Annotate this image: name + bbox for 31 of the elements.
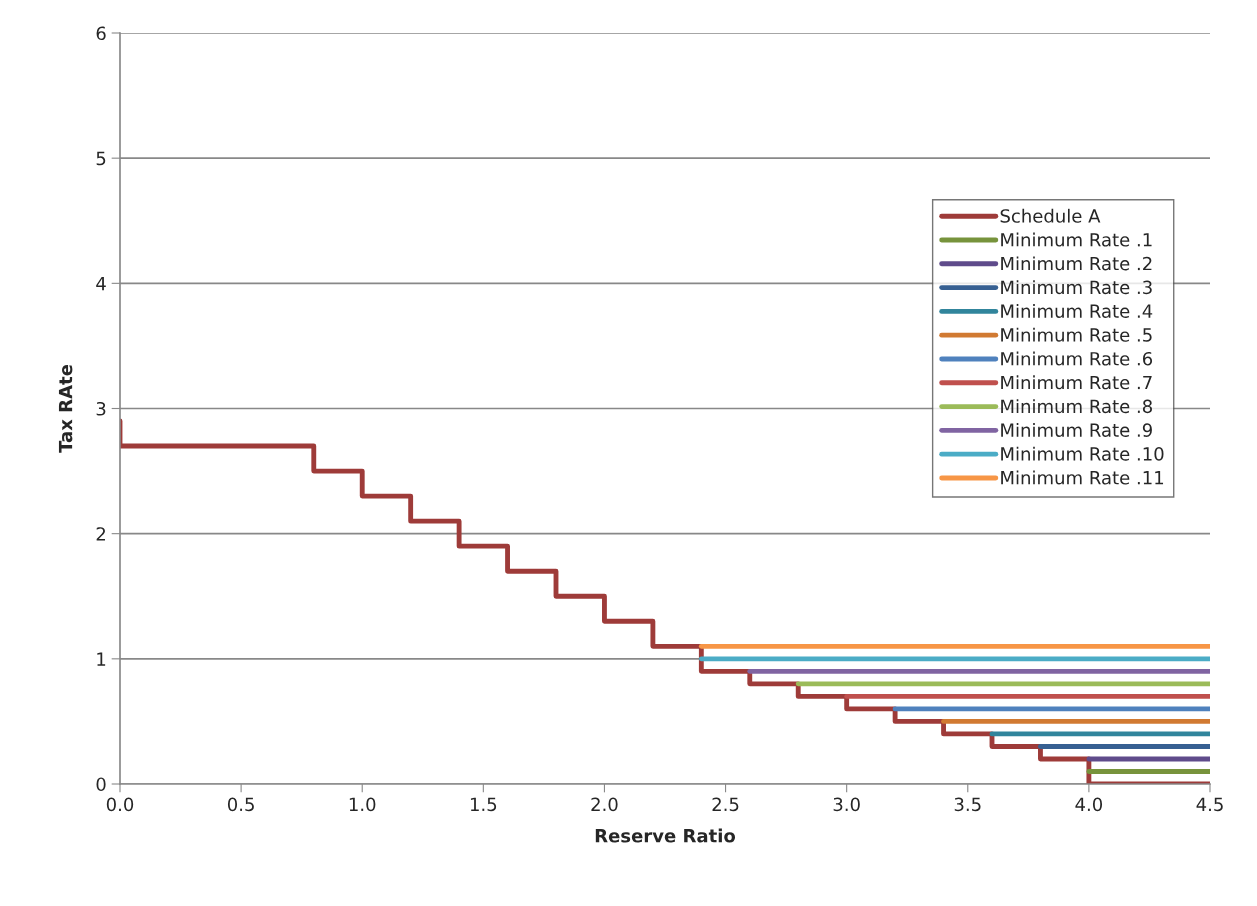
legend-label: Minimum Rate .3 xyxy=(1001,280,1152,295)
x-tick-label: 3.5 xyxy=(954,797,981,812)
x-tick-label: 4.5 xyxy=(1196,797,1223,812)
x-axis-title: Reserve Ratio xyxy=(595,828,736,843)
legend-label: Minimum Rate .9 xyxy=(1001,422,1152,437)
legend-label: Minimum Rate .1 xyxy=(1001,232,1152,247)
legend-label: Minimum Rate .7 xyxy=(1001,375,1152,390)
legend-label: Minimum Rate .11 xyxy=(1001,470,1164,485)
x-tick-label: 0.0 xyxy=(106,797,134,812)
y-tick-label: 2 xyxy=(96,527,105,541)
x-tick-label: 4.0 xyxy=(1075,797,1103,812)
x-tick-label: 0.5 xyxy=(227,797,254,812)
y-axis-title: Tax RAte xyxy=(58,364,73,453)
legend-label: Minimum Rate .4 xyxy=(1001,303,1153,318)
y-tick-label: 6 xyxy=(96,26,106,41)
y-tick-label: 4 xyxy=(96,277,106,291)
y-tick-label: 1 xyxy=(97,652,106,666)
legend-label: Minimum Rate .8 xyxy=(1001,399,1152,414)
y-tick-label: 5 xyxy=(96,151,106,166)
x-tick-label: 2.0 xyxy=(591,797,618,812)
x-tick-label: 1.0 xyxy=(349,797,376,812)
x-tick-label: 2.5 xyxy=(712,797,739,812)
legend-label: Minimum Rate .10 xyxy=(1001,446,1164,461)
y-tick-label: 3 xyxy=(96,401,106,416)
legend-label: Schedule A xyxy=(1000,208,1101,223)
x-tick-label: 3.0 xyxy=(833,797,860,812)
y-tick-label: 0 xyxy=(96,777,106,792)
legend-label: Minimum Rate .6 xyxy=(1001,351,1153,366)
x-tick-label: 1.5 xyxy=(470,797,497,812)
legend-label: Minimum Rate .5 xyxy=(1001,327,1152,342)
legend-label: Minimum Rate .2 xyxy=(1001,256,1152,271)
